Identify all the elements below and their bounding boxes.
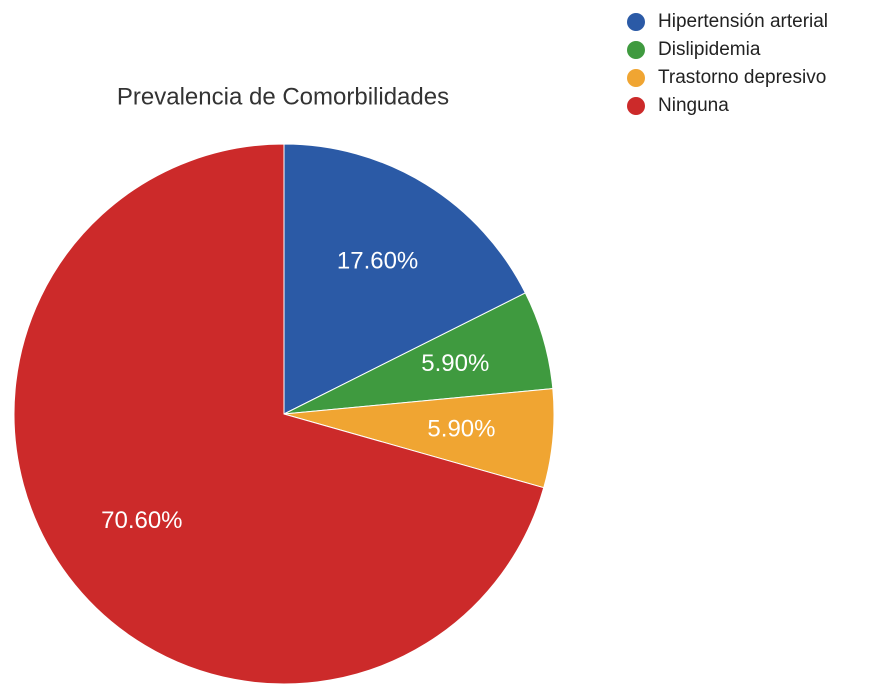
slice-label: 5.90% <box>427 416 495 443</box>
legend-label: Dislipidemia <box>658 39 761 60</box>
slice-label: 70.60% <box>101 507 182 534</box>
legend-label: Ninguna <box>658 95 729 116</box>
chart-title: Prevalencia de Comorbilidades <box>117 83 449 110</box>
pie-slice <box>13 143 545 685</box>
legend-label: Hipertensión arterial <box>658 11 828 32</box>
legend-label: Trastorno depresivo <box>658 67 826 88</box>
legend-marker <box>627 41 645 59</box>
legend-marker <box>627 97 645 115</box>
slice-label: 17.60% <box>337 248 418 275</box>
legend-marker <box>627 69 645 87</box>
pie-slice <box>283 143 527 415</box>
legend-marker <box>627 13 645 31</box>
slice-label: 5.90% <box>421 350 489 377</box>
